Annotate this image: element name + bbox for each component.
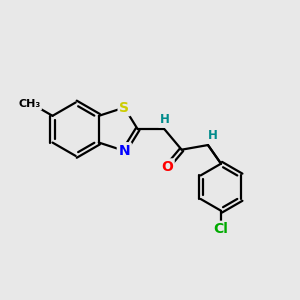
Text: S: S — [119, 100, 129, 115]
Text: O: O — [161, 160, 173, 174]
Text: Cl: Cl — [214, 223, 228, 236]
Text: H: H — [208, 129, 218, 142]
Text: CH₃: CH₃ — [19, 100, 41, 110]
Text: N: N — [118, 144, 130, 158]
Text: H: H — [160, 113, 170, 126]
